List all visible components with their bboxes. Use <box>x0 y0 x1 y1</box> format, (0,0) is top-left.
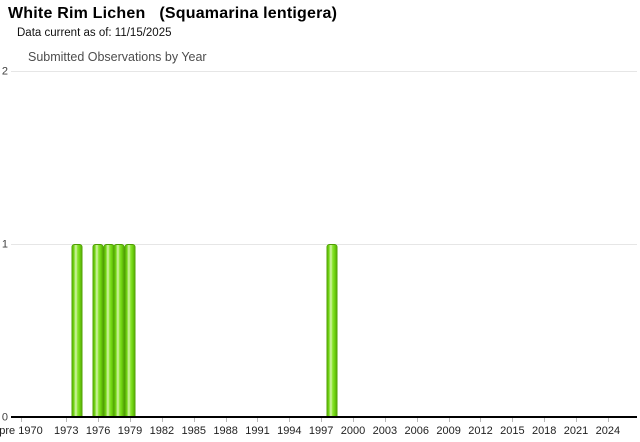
x-axis-label-1997: 1997 <box>308 425 334 437</box>
x-axis-label-2021: 2021 <box>563 425 589 437</box>
x-tick-2000 <box>353 418 355 422</box>
y-axis-label-0: 0 <box>1 411 8 424</box>
x-tick-1982 <box>161 418 163 422</box>
x-axis-label-1973: 1973 <box>54 425 79 437</box>
y-axis-label-1: 1 <box>1 238 8 251</box>
x-axis-label-2018: 2018 <box>531 425 557 437</box>
y-axis-label-2: 2 <box>1 65 8 78</box>
x-axis-label-2024: 2024 <box>595 425 621 437</box>
x-tick-1991 <box>257 418 259 422</box>
x-tick-2012 <box>480 418 482 422</box>
x-tick-2003 <box>384 418 386 422</box>
x-tick-2024 <box>607 418 609 422</box>
x-axis-line <box>11 416 637 418</box>
bar-1979[interactable] <box>124 244 136 418</box>
x-axis-label-2003: 2003 <box>372 425 398 437</box>
chart-title: Submitted Observations by Year <box>28 50 207 64</box>
x-tick-1994 <box>289 418 291 422</box>
x-tick-1976 <box>98 418 100 422</box>
x-axis-label-2006: 2006 <box>404 425 429 437</box>
x-tick-2018 <box>544 418 546 422</box>
x-axis-label-2012: 2012 <box>468 425 493 437</box>
x-axis-label-1988: 1988 <box>213 425 238 437</box>
x-axis-label-1982: 1982 <box>149 425 175 437</box>
bar-1974[interactable] <box>71 244 83 418</box>
x-tick-1973 <box>66 418 68 422</box>
bar-1978[interactable] <box>113 244 125 418</box>
x-axis-label-1994: 1994 <box>277 425 302 437</box>
x-tick-2015 <box>512 418 514 422</box>
x-axis-label-2009: 2009 <box>436 425 461 437</box>
gridline-y1 <box>11 244 637 245</box>
bar-1998[interactable] <box>326 244 338 418</box>
x-tick-1985 <box>193 418 195 422</box>
x-axis-label-pre-1970: pre 1970 <box>0 425 43 437</box>
x-axis-label-2000: 2000 <box>340 425 366 437</box>
bar-1977[interactable] <box>103 244 115 418</box>
x-tick-1997 <box>321 418 323 422</box>
x-tick-2006 <box>416 418 418 422</box>
x-axis-label-1991: 1991 <box>245 425 270 437</box>
bar-1976[interactable] <box>92 244 104 418</box>
x-axis-label-1976: 1976 <box>85 425 111 437</box>
x-tick-1979 <box>130 418 132 422</box>
x-axis-label-1985: 1985 <box>181 425 206 437</box>
page-title: White Rim Lichen (Squamarina lentigera) <box>8 5 338 22</box>
x-axis-label-2015: 2015 <box>500 425 525 437</box>
gridline-y2 <box>11 71 637 72</box>
x-tick-pre-1970 <box>21 418 22 422</box>
x-tick-1988 <box>225 418 227 422</box>
x-axis-label-1979: 1979 <box>117 425 143 437</box>
x-tick-2009 <box>448 418 450 422</box>
x-tick-2021 <box>576 418 578 422</box>
data-current-note: Data current as of: 11/15/2025 <box>17 27 172 39</box>
